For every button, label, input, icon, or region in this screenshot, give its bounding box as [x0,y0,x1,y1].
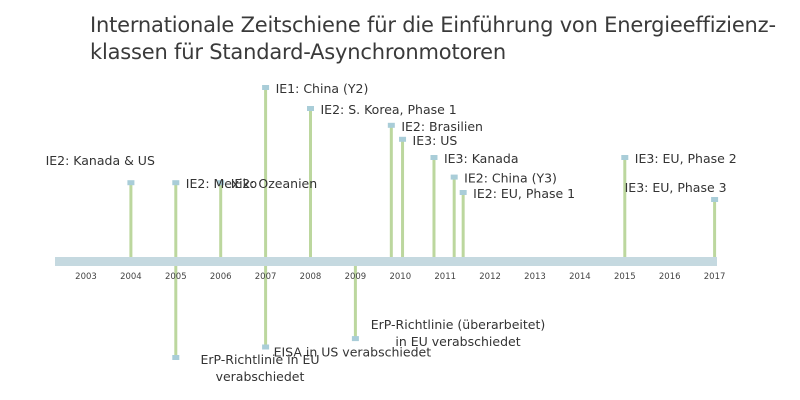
event-label-below-2-line-1: in EU verabschiedet [395,334,520,349]
event-marker-above-7 [430,155,438,160]
year-label-2015: 2015 [614,272,636,282]
event-marker-above-8 [450,174,458,180]
title-line-2: klassen für Standard-Asynchronmotoren [90,40,506,64]
event-marker-below-2 [351,336,359,342]
year-label-2007: 2007 [255,272,277,282]
event-label-above-10: IE3: EU, Phase 2 [635,151,737,166]
event-label-below-1: EISA in US verabschiedet [274,345,432,360]
event-marker-below-1 [262,344,270,350]
event-marker-above-5 [387,122,395,128]
year-label-2013: 2013 [524,272,546,282]
year-label-2012: 2012 [479,272,501,282]
event-marker-above-2 [217,180,225,186]
year-label-2011: 2011 [434,272,456,282]
event-label-below-0-line-0: ErP-Richtlinie in EU [200,352,319,367]
event-label-above-1: IE2: Mexiko [186,176,257,191]
event-label-above-11: IE3: EU, Phase 3 [625,180,727,195]
year-label-2010: 2010 [389,272,411,282]
year-label-2006: 2006 [210,272,232,282]
year-label-2003: 2003 [75,272,97,282]
event-marker-above-3 [262,85,270,90]
event-label-above-5: IE2: Brasilien [401,119,483,134]
event-marker-above-0 [127,180,135,186]
event-label-below-2-line-0: ErP-Richtlinie (überarbeitet) [371,317,546,332]
diagram-title: Internationale Zeitschiene für die Einfü… [90,12,790,66]
year-label-2017: 2017 [704,272,726,282]
event-label-above-7: IE3: Kanada [444,151,519,166]
event-marker-above-4 [307,106,314,111]
event-label-above-2: IE2: Ozeanien [231,176,317,191]
event-marker-above-10 [621,155,629,160]
timeline-axis [55,257,717,266]
event-label-below-0-line-1: verabschiedet [216,369,305,384]
year-label-2008: 2008 [300,272,322,282]
event-marker-above-9 [459,190,467,195]
year-label-2016: 2016 [659,272,681,282]
event-marker-above-11 [711,197,719,202]
title-line-1: Internationale Zeitschiene für die Einfü… [90,13,776,37]
event-label-above-6: IE3: US [413,133,458,148]
year-labels: 2003 2004 2005 2006 2007 2008 2009 2010 2011 2012… [75,272,725,282]
event-label-above-4: IE2: S. Korea, Phase 1 [321,102,457,117]
event-label-above-9: IE2: EU, Phase 1 [473,186,575,201]
event-label-above-0: IE2: Kanada & US [46,153,155,168]
event-marker-above-1 [172,180,180,186]
event-marker-below-0 [172,355,180,360]
year-label-2005: 2005 [165,272,187,282]
event-stems [127,85,719,360]
event-label-above-8: IE2: China (Y3) [464,171,557,186]
year-label-2004: 2004 [120,272,142,282]
year-label-2014: 2014 [569,272,591,282]
year-label-2009: 2009 [345,272,367,282]
event-marker-above-6 [399,136,407,142]
event-label-above-3: IE1: China (Y2) [276,81,369,96]
